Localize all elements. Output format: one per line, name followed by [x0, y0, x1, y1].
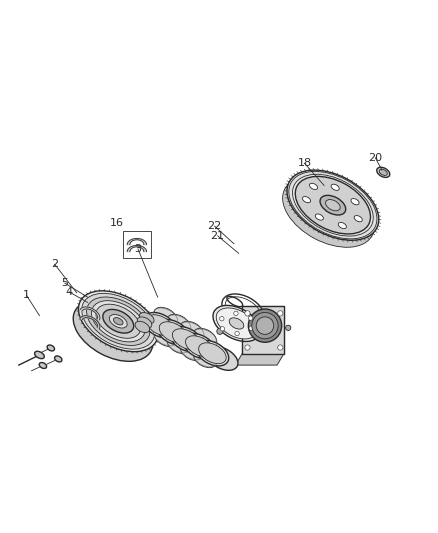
Circle shape	[220, 327, 225, 331]
Ellipse shape	[325, 199, 340, 211]
Ellipse shape	[167, 314, 190, 332]
Ellipse shape	[110, 314, 127, 328]
Circle shape	[249, 326, 254, 330]
Ellipse shape	[137, 317, 152, 328]
Ellipse shape	[216, 308, 257, 339]
Circle shape	[234, 311, 238, 316]
Ellipse shape	[331, 184, 339, 190]
Ellipse shape	[338, 222, 346, 229]
Ellipse shape	[377, 167, 390, 177]
Ellipse shape	[180, 321, 203, 339]
Ellipse shape	[379, 169, 387, 175]
Ellipse shape	[92, 301, 145, 342]
Ellipse shape	[293, 174, 373, 236]
Polygon shape	[127, 246, 146, 252]
Circle shape	[235, 332, 239, 336]
Ellipse shape	[207, 346, 238, 370]
Ellipse shape	[283, 177, 374, 247]
Ellipse shape	[213, 305, 260, 342]
Ellipse shape	[295, 176, 371, 234]
Ellipse shape	[135, 321, 150, 333]
Ellipse shape	[320, 196, 346, 215]
Ellipse shape	[154, 307, 177, 325]
Ellipse shape	[303, 197, 311, 203]
Ellipse shape	[194, 328, 216, 346]
Ellipse shape	[183, 334, 215, 359]
Text: 1: 1	[23, 290, 30, 300]
Ellipse shape	[157, 319, 189, 345]
Ellipse shape	[354, 215, 362, 222]
Polygon shape	[236, 354, 283, 365]
Ellipse shape	[252, 312, 278, 339]
Text: 20: 20	[368, 153, 382, 163]
Circle shape	[278, 311, 283, 316]
Ellipse shape	[150, 316, 176, 336]
Text: 18: 18	[297, 158, 311, 168]
Ellipse shape	[87, 297, 150, 345]
Circle shape	[248, 316, 253, 320]
Text: 5: 5	[61, 278, 68, 288]
Ellipse shape	[196, 341, 229, 366]
Ellipse shape	[176, 330, 202, 350]
Ellipse shape	[186, 336, 213, 357]
Circle shape	[219, 317, 224, 321]
Ellipse shape	[39, 362, 46, 368]
Ellipse shape	[351, 199, 359, 205]
Polygon shape	[80, 316, 100, 328]
Ellipse shape	[55, 356, 62, 362]
Polygon shape	[242, 306, 283, 354]
Ellipse shape	[289, 172, 377, 239]
Text: 2: 2	[51, 260, 58, 269]
Ellipse shape	[167, 336, 190, 353]
Ellipse shape	[78, 291, 158, 352]
Ellipse shape	[146, 315, 173, 336]
Ellipse shape	[139, 312, 154, 324]
Ellipse shape	[35, 351, 44, 359]
Polygon shape	[80, 307, 100, 320]
Ellipse shape	[189, 337, 215, 357]
Polygon shape	[127, 238, 146, 245]
Ellipse shape	[180, 343, 203, 361]
Ellipse shape	[315, 214, 323, 220]
Ellipse shape	[163, 323, 189, 343]
Ellipse shape	[256, 317, 274, 334]
Ellipse shape	[287, 170, 379, 240]
Ellipse shape	[47, 345, 54, 351]
Circle shape	[278, 345, 283, 350]
Ellipse shape	[194, 350, 216, 368]
Ellipse shape	[103, 310, 134, 333]
Circle shape	[245, 345, 250, 350]
Ellipse shape	[310, 183, 318, 190]
Bar	[123, 231, 151, 258]
Ellipse shape	[154, 329, 177, 346]
Text: 21: 21	[211, 231, 225, 241]
Text: 22: 22	[208, 221, 222, 231]
Ellipse shape	[113, 318, 123, 325]
Circle shape	[217, 328, 223, 334]
Circle shape	[286, 325, 291, 330]
Circle shape	[245, 311, 250, 316]
Ellipse shape	[159, 322, 187, 343]
Ellipse shape	[144, 312, 176, 338]
Ellipse shape	[229, 318, 244, 329]
Ellipse shape	[170, 327, 202, 352]
Text: 3: 3	[134, 244, 141, 254]
Ellipse shape	[173, 329, 200, 350]
Ellipse shape	[96, 304, 141, 338]
Ellipse shape	[91, 314, 135, 348]
Ellipse shape	[73, 301, 153, 361]
Text: 16: 16	[110, 217, 124, 228]
Ellipse shape	[248, 309, 282, 342]
Ellipse shape	[82, 293, 155, 349]
Text: 4: 4	[66, 287, 73, 297]
Ellipse shape	[199, 343, 226, 364]
